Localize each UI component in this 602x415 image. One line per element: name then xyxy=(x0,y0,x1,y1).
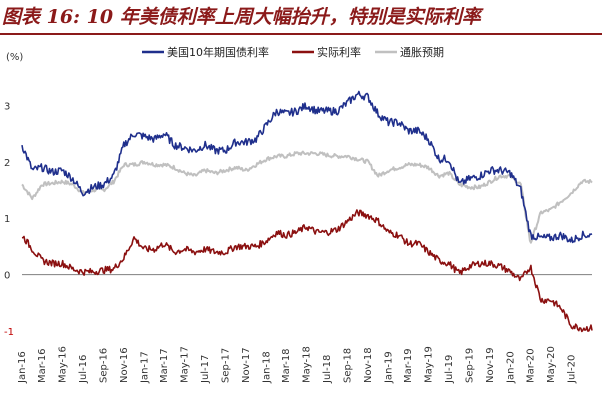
y-tick-label: 0 xyxy=(4,271,10,282)
x-tick-label: Jan-20 xyxy=(505,351,516,384)
x-tick-label: May-18 xyxy=(301,346,312,383)
x-tick-label: Sep-16 xyxy=(99,348,110,383)
y-tick-label: 2 xyxy=(4,158,10,169)
x-tick-label: Jan-17 xyxy=(139,351,150,384)
x-tick-label: May-16 xyxy=(57,346,68,383)
y-tick-label: -1 xyxy=(4,327,14,338)
legend-label: 通胀预期 xyxy=(400,46,444,59)
x-tick-label: Sep-19 xyxy=(465,348,476,383)
x-tick-label: Jul-18 xyxy=(322,355,333,384)
x-tick-label: Jul-16 xyxy=(78,355,89,384)
x-tick-label: Jan-16 xyxy=(17,351,28,384)
series-line-real-rate xyxy=(21,209,593,333)
series-lines xyxy=(21,90,593,333)
y-axis-unit-label: (%) xyxy=(6,52,23,63)
x-tick-label: May-19 xyxy=(424,346,435,383)
chart-title: 图表 16: 10 年美债利率上周大幅抬升，特别是实际利率 xyxy=(2,6,481,28)
x-tick-label: Mar-16 xyxy=(37,348,48,383)
x-tick-label: Jul-17 xyxy=(200,355,211,384)
x-tick-label: May-17 xyxy=(179,346,190,383)
axes: (%) 3 2 1 0 -1 Jan-16 Mar-16 May-16 Jul-16 Sep-16 N… xyxy=(4,52,592,384)
x-tick-label: Jul-20 xyxy=(566,355,577,384)
title-bar: 图表 16: 10 年美债利率上周大幅抬升，特别是实际利率 xyxy=(0,0,602,35)
x-tick-label: Nov-19 xyxy=(485,347,496,383)
legend-label: 实际利率 xyxy=(317,45,361,59)
x-tick-label: Jan-19 xyxy=(383,351,394,384)
x-tick-label: Mar-20 xyxy=(525,348,536,383)
x-tick-label: Sep-17 xyxy=(221,348,232,383)
x-tick-label: Nov-18 xyxy=(363,347,374,383)
x-tick-label: May-20 xyxy=(546,346,557,383)
y-tick-label: 3 xyxy=(4,101,10,112)
series-line-inflation-expectation xyxy=(21,150,593,244)
line-chart: 美国10年期国债利率 实际利率 通胀预期 (%) 3 2 1 0 -1 Jan-16 Mar-16… xyxy=(4,45,593,384)
series-line-nominal-yield xyxy=(21,90,593,244)
x-tick-label: Jan-18 xyxy=(261,351,272,384)
legend: 美国10年期国债利率 实际利率 通胀预期 xyxy=(142,45,444,59)
y-tick-label: 1 xyxy=(4,214,10,225)
x-tick-label: Nov-17 xyxy=(241,347,252,383)
x-tick-label: Mar-19 xyxy=(403,348,414,383)
x-tick-label: Mar-18 xyxy=(281,348,292,383)
x-tick-label: Mar-17 xyxy=(159,348,170,383)
x-tick-label: Sep-18 xyxy=(343,348,354,383)
legend-label: 美国10年期国债利率 xyxy=(167,45,269,59)
x-tick-label: Jul-19 xyxy=(444,355,455,384)
x-tick-label: Nov-16 xyxy=(119,347,130,383)
